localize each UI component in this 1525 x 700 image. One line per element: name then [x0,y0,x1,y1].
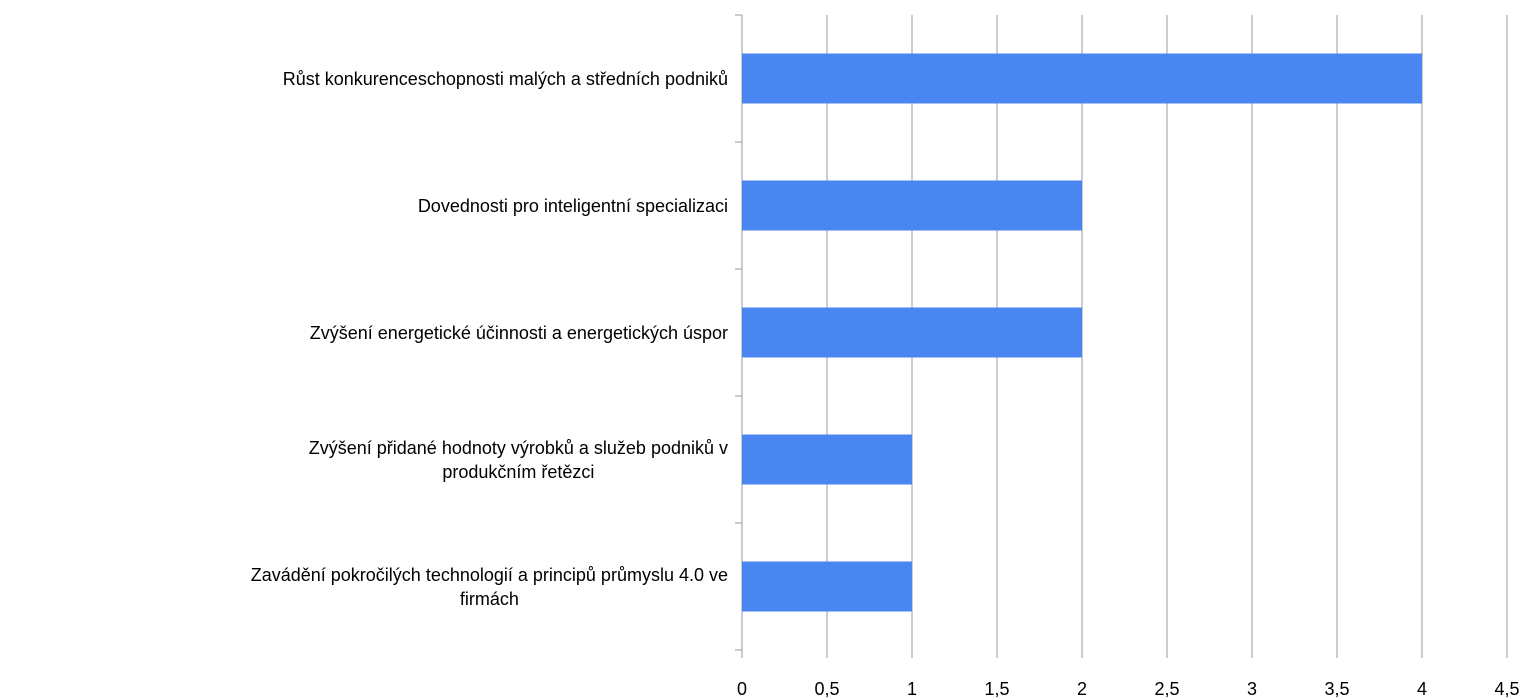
x-tick-label: 3,5 [1324,679,1349,699]
category-label: Dovednosti pro inteligentní specializaci [0,142,728,269]
x-tick-label: 4,5 [1494,679,1519,699]
y-tick-label: Zvýšení energetické účinnosti a energeti… [309,322,728,343]
y-tick-label: Dovednosti pro inteligentní specializaci [417,195,728,216]
category-label: Zavádění pokročilých technologií a princ… [0,523,728,650]
bar [742,180,1082,231]
category-label-box: Zvýšení energetické účinnosti a energeti… [0,269,728,396]
category-label: Zvýšení energetické účinnosti a energeti… [0,269,728,396]
y-tick-label: Růst konkurenceschopnosti malých a střed… [282,68,728,89]
bar [742,53,1422,104]
bar [742,434,912,485]
x-tick-label: 0,5 [814,679,839,699]
x-tick-label: 3 [1247,679,1257,699]
category-label-box: Dovednosti pro inteligentní specializaci [0,142,728,269]
x-tick-label: 4 [1417,679,1427,699]
category-label: Růst konkurenceschopnosti malých a střed… [0,15,728,142]
y-tick-label: Zavádění pokročilých technologií a princ… [250,564,728,609]
y-tick-label: Zvýšení přidané hodnoty výrobků a služeb… [308,437,728,482]
bar [742,561,912,612]
category-label-box: Zavádění pokročilých technologií a princ… [0,523,728,650]
x-tick-label: 1 [907,679,917,699]
category-label: Zvýšení přidané hodnoty výrobků a služeb… [0,396,728,523]
x-tick-label: 2 [1077,679,1087,699]
category-label-box: Růst konkurenceschopnosti malých a střed… [0,15,728,142]
x-tick-label: 2,5 [1154,679,1179,699]
x-tick-label: 0 [737,679,747,699]
bar [742,307,1082,358]
category-label-box: Zvýšení přidané hodnoty výrobků a služeb… [0,396,728,523]
x-tick-label: 1,5 [984,679,1009,699]
